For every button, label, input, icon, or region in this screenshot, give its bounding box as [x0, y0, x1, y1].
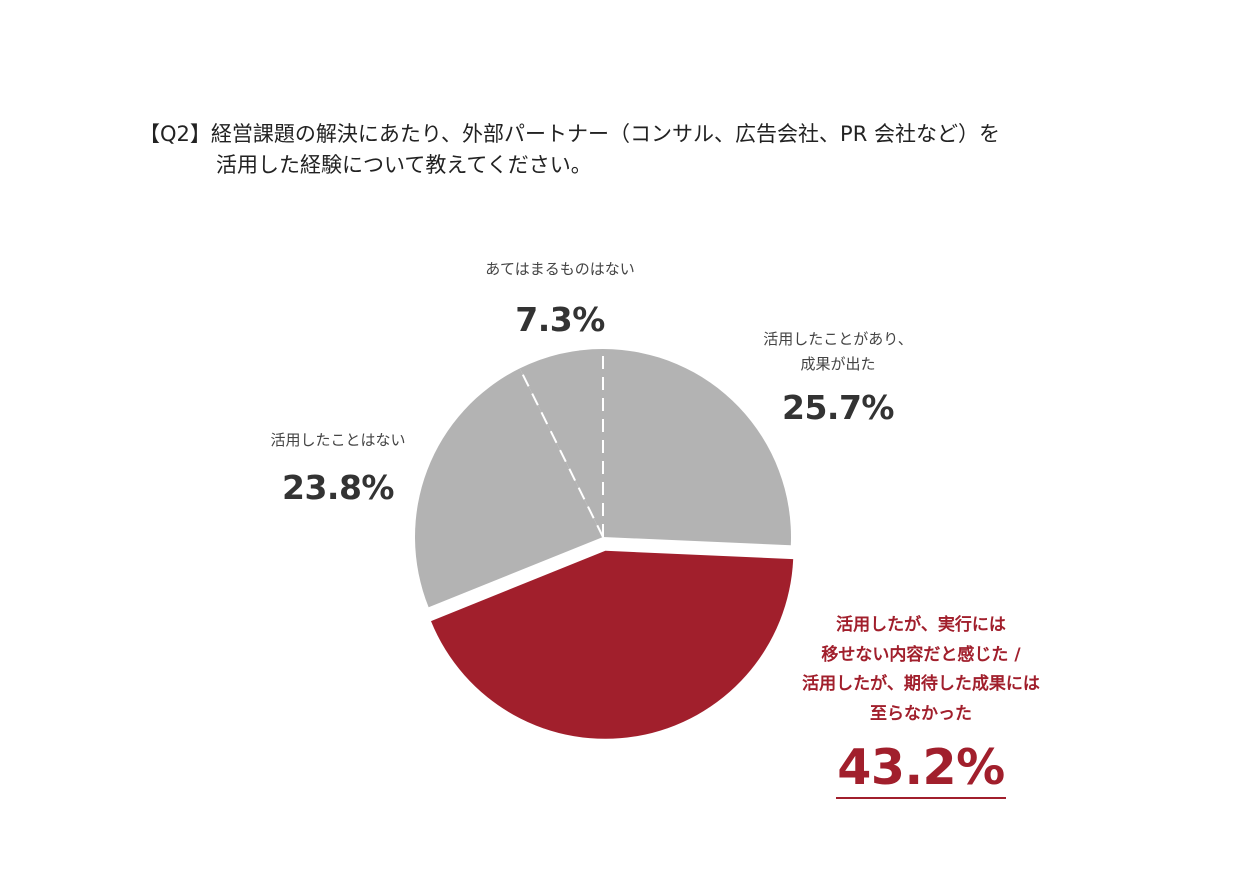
slice-value: 43.2% — [836, 739, 1006, 799]
label-used-with-results: 活用したことがあり、 成果が出た 25.7% — [718, 327, 958, 427]
dashed-divider-left — [518, 367, 604, 538]
slice-label: 活用したことはない — [270, 431, 406, 449]
slice-label: あてはまるものはない — [485, 260, 635, 278]
slice-never-used — [415, 368, 603, 608]
question-text: 【Q2】経営課題の解決にあたり、外部パートナー（コンサル、広告会社、PR 会社な… — [139, 119, 1000, 181]
slice-value: 25.7% — [782, 388, 895, 427]
slice-value: 23.8% — [282, 468, 395, 507]
label-never-used: 活用したことはない 23.8% — [218, 428, 458, 507]
slice-value: 7.3% — [515, 300, 605, 339]
slice-label: 活用したが、実行には 移せない内容だと感じた / 活用したが、期待した成果には … — [802, 615, 1040, 724]
slice-not-applicable — [519, 349, 603, 537]
slice-label: 活用したことがあり、 成果が出た — [763, 330, 913, 373]
question-line-2: 活用した経験について教えてください。 — [216, 153, 592, 177]
question-line-1: 【Q2】経営課題の解決にあたり、外部パートナー（コンサル、広告会社、PR 会社な… — [139, 122, 1000, 146]
label-used-without-results: 活用したが、実行には 移せない内容だと感じた / 活用したが、期待した成果には … — [760, 611, 1082, 799]
slice-used-without-results — [431, 550, 794, 739]
slice-used-with-results — [603, 349, 791, 546]
label-no-applicable: あてはまるものはない 7.3% — [440, 257, 680, 339]
